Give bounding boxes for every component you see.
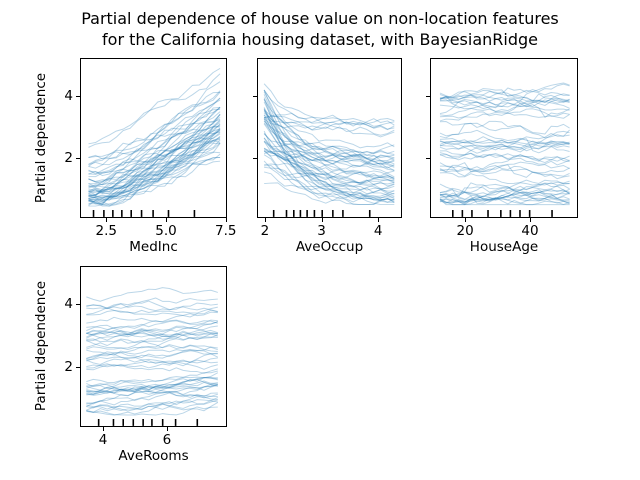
y-tick-averooms [76, 303, 80, 305]
y-tick-label-medinc: 2 [64, 150, 73, 167]
x-tick-label-aveoccup: 4 [373, 223, 383, 239]
x-tick-houseage [530, 218, 531, 222]
panel-averooms [80, 266, 227, 427]
ice-lines [86, 287, 219, 416]
y-tick-houseage [426, 95, 430, 97]
decile-rug [452, 210, 553, 217]
ice-plot-averooms [86, 287, 219, 426]
x-tick-houseage [465, 218, 467, 222]
y-tick-aveoccup [253, 158, 257, 160]
x-tick-label-houseage: 20 [456, 223, 474, 239]
x-tick-aveoccup [378, 218, 380, 222]
x-tick-label-averooms: 6 [162, 432, 172, 448]
x-tick-aveoccup [264, 218, 266, 222]
x-axis-label-aveoccup: AveOccup [295, 239, 364, 255]
y-tick-medinc [76, 158, 80, 160]
x-axis-label-averooms: AveRooms [118, 448, 189, 464]
ice-lines [88, 67, 221, 207]
x-axis-label-medinc: MedInc [129, 239, 178, 255]
x-tick-label-houseage: 40 [521, 223, 539, 239]
x-tick-medinc [225, 218, 227, 222]
y-tick-houseage [426, 158, 430, 160]
y-axis-label-row2: Partial dependence [33, 280, 49, 412]
y-tick-label-medinc: 4 [64, 87, 73, 104]
x-tick-label-averooms: 4 [98, 432, 108, 448]
ice-plot-medinc [88, 67, 221, 217]
y-tick-averooms [76, 367, 80, 368]
y-tick-label-averooms: 2 [64, 359, 73, 375]
y-tick-label-averooms: 4 [64, 295, 73, 312]
y-tick-aveoccup [253, 95, 257, 97]
ice-lines [439, 82, 570, 206]
figure-title: Partial dependence of house value on non… [81, 9, 559, 49]
panel-medinc [80, 58, 227, 218]
x-tick-aveoccup [321, 218, 323, 222]
x-tick-medinc [106, 218, 108, 222]
x-tick-label-medinc: 5.0 [155, 223, 177, 239]
ice-lines [263, 83, 395, 206]
decile-rug [272, 209, 371, 217]
x-tick-label-aveoccup: 3 [317, 223, 326, 239]
decile-rug [92, 210, 196, 217]
y-axis-label-row1: Partial dependence [33, 72, 49, 204]
ice-plot-houseage [439, 82, 570, 217]
ice-plot-aveoccup [263, 83, 395, 217]
x-axis-label-houseage: HouseAge [469, 239, 539, 255]
panel-houseage [430, 58, 578, 218]
y-tick-medinc [76, 95, 80, 97]
decile-rug [97, 419, 199, 426]
x-tick-label-medinc: 7.5 [215, 223, 237, 239]
x-tick-label-medinc: 2.5 [95, 223, 118, 239]
x-tick-medinc [166, 218, 167, 222]
x-tick-averooms [166, 427, 168, 431]
x-tick-label-aveoccup: 2 [260, 223, 270, 239]
panel-aveoccup [257, 58, 402, 218]
x-tick-averooms [103, 427, 104, 431]
